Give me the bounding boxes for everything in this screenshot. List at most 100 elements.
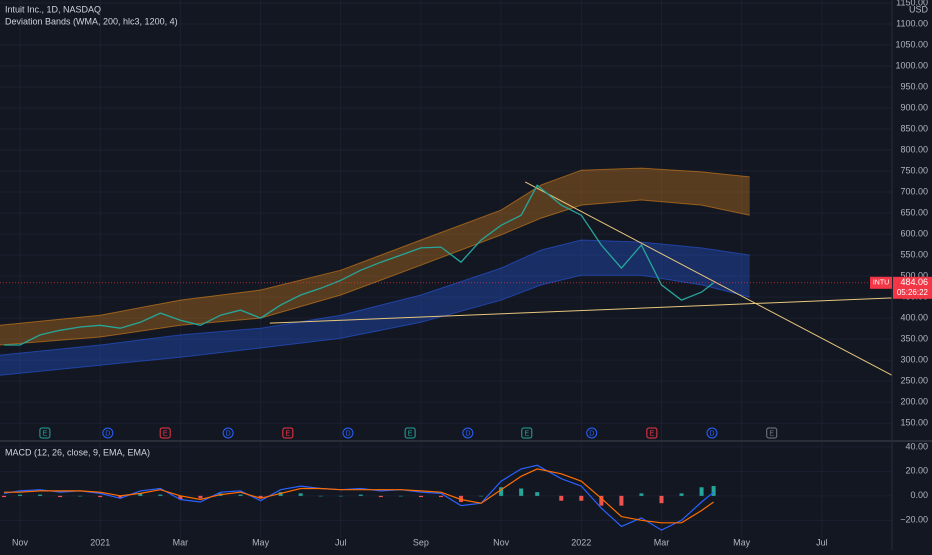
histogram-bar [639, 493, 644, 496]
price-line [4, 184, 714, 346]
event-label: D [226, 430, 231, 437]
y-tick-label: 750.00 [900, 165, 928, 175]
histogram-bar [535, 492, 540, 496]
band-lower [0, 274, 750, 376]
histogram-bar [499, 487, 504, 496]
y-tick-label: 1150.00 [896, 0, 928, 7]
x-tick-label: May [733, 537, 751, 547]
y-tick-label: 800.00 [900, 144, 928, 154]
histogram-bar [38, 494, 43, 496]
histogram-bar [98, 495, 103, 498]
event-label: D [105, 430, 110, 437]
symbol-tag [870, 276, 892, 289]
y-tick-label: 1100.00 [896, 18, 928, 28]
trendline [269, 297, 893, 324]
x-tick-label: 2021 [90, 537, 110, 547]
band-lower [0, 199, 750, 346]
histogram-bar [659, 495, 664, 504]
macd-title: MACD (12, 26, close, 9, EMA, EMA) [5, 447, 150, 457]
indicator-title: Deviation Bands (WMA, 200, hlc3, 1200, 4… [5, 16, 178, 26]
histogram-bar [298, 493, 303, 496]
trendline [524, 181, 893, 376]
y-tick-label: 250.00 [900, 376, 928, 386]
y-tick-label: 700.00 [900, 186, 928, 196]
y-tick-label: 300.00 [900, 355, 928, 365]
symbol-tag-label: INTU [873, 280, 889, 287]
dividend-marker [222, 427, 234, 439]
event-label: E [163, 430, 168, 437]
y-tick-label: 600.00 [900, 228, 928, 238]
band-upper [0, 167, 750, 326]
histogram-bar [418, 495, 423, 498]
histogram-bar [438, 495, 443, 498]
earnings-marker [766, 427, 778, 439]
band-fill [0, 239, 750, 376]
earnings-marker [521, 427, 533, 439]
y-tick-label: 20.00 [905, 466, 928, 476]
y-tick-label: −20.00 [900, 515, 928, 525]
symbol-title: Intuit Inc., 1D, NASDAQ [5, 4, 101, 14]
histogram-bar [178, 495, 183, 500]
histogram-bar [579, 495, 584, 501]
histogram-bar [198, 495, 203, 499]
histogram-bar [78, 495, 83, 497]
band-upper [0, 239, 750, 356]
x-tick-label: Sep [413, 537, 429, 547]
histogram-bar [318, 495, 323, 497]
dividend-marker [342, 427, 354, 439]
histogram-bar [519, 488, 524, 496]
histogram-bar [599, 495, 604, 506]
earnings-marker [39, 427, 51, 439]
event-label: E [650, 430, 655, 437]
event-label: E [286, 430, 291, 437]
y-tick-label: 500.00 [900, 270, 928, 280]
price-tag-label: 484.06 [900, 277, 928, 287]
y-tick-label: 400.00 [900, 313, 928, 323]
event-label: D [589, 430, 594, 437]
y-tick-label: 0.00 [910, 490, 928, 500]
price-tag [893, 276, 932, 299]
event-label: D [709, 430, 714, 437]
x-tick-label: Mar [654, 537, 670, 547]
y-tick-label: 650.00 [900, 207, 928, 217]
histogram-bar [138, 493, 143, 496]
event-label: D [465, 430, 470, 437]
y-tick-label: 850.00 [900, 123, 928, 133]
dividend-marker [462, 427, 474, 439]
histogram-bar [711, 486, 716, 496]
macd-line [4, 468, 714, 524]
event-label: E [43, 430, 48, 437]
histogram-bar [238, 494, 243, 496]
histogram-bar [398, 495, 403, 497]
plot [0, 167, 893, 531]
histogram-bar [479, 495, 484, 497]
y-tick-label: 950.00 [900, 81, 928, 91]
y-tick-label: 150.00 [900, 418, 928, 428]
y-tick-label: 350.00 [900, 334, 928, 344]
countdown-label: 05:26:22 [897, 288, 929, 297]
x-tick-label: Jul [816, 537, 828, 547]
dividend-marker [102, 427, 114, 439]
event-label: D [345, 430, 350, 437]
band-fill [0, 168, 750, 346]
event-label: E [408, 430, 413, 437]
axis-unit: USD [909, 4, 929, 14]
histogram-bar [58, 495, 63, 498]
histogram-bar [378, 495, 383, 498]
x-tick-label: Mar [173, 537, 189, 547]
y-tick-label: 200.00 [900, 397, 928, 407]
histogram-bar [559, 495, 564, 501]
earnings-marker [159, 427, 171, 439]
event-label: E [769, 430, 774, 437]
histogram-bar [158, 494, 163, 496]
grid [0, 0, 892, 538]
macd-line [3, 464, 714, 531]
histogram-bar [18, 494, 23, 496]
x-tick-label: Nov [493, 537, 510, 547]
earnings-marker [282, 427, 294, 439]
event-label: E [524, 430, 529, 437]
histogram-bar [338, 495, 343, 497]
